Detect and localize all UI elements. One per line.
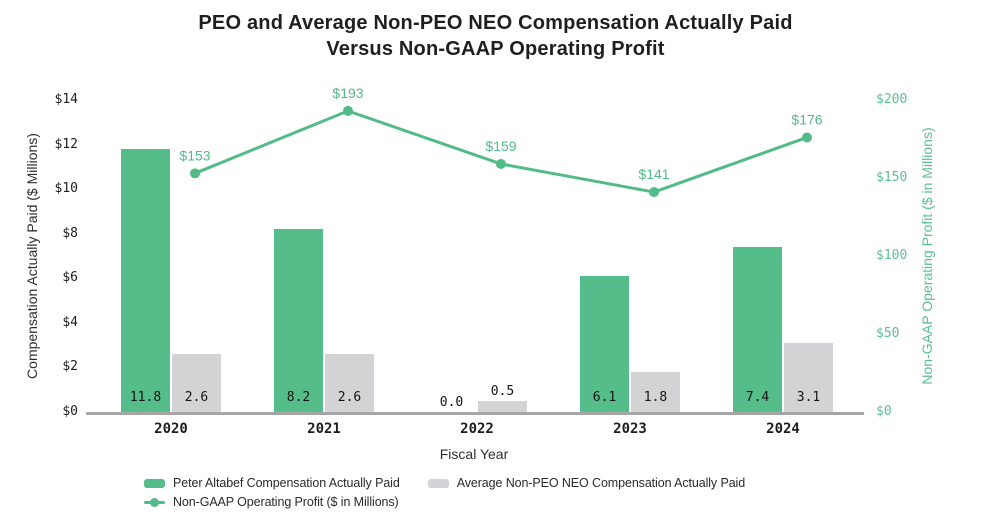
right-axis-tick: $100 bbox=[876, 248, 908, 263]
bar-value-label: 3.1 bbox=[796, 390, 821, 405]
line-point-label: $193 bbox=[332, 85, 363, 101]
bar-peo bbox=[121, 149, 170, 412]
line-point bbox=[649, 187, 659, 198]
bar-value-label: 7.4 bbox=[745, 390, 770, 405]
legend-item-neo-bar: Average Non-PEO NEO Compensation Actuall… bbox=[427, 476, 746, 490]
legend-row-2: Non-GAAP Operating Profit ($ in Millions… bbox=[144, 494, 399, 510]
line-point-label: $141 bbox=[638, 166, 669, 182]
x-axis-title: Fiscal Year bbox=[439, 446, 509, 462]
bar-peo bbox=[580, 276, 629, 412]
bar-peo bbox=[274, 229, 323, 412]
left-axis-title: Compensation Actually Paid ($ Millions) bbox=[24, 133, 40, 379]
x-axis-label: 2020 bbox=[154, 421, 188, 437]
left-axis-tick: $2 bbox=[62, 359, 78, 375]
bar-neo bbox=[478, 401, 527, 412]
chart-title: PEO and Average Non-PEO NEO Compensation… bbox=[0, 10, 991, 62]
line-point bbox=[496, 158, 506, 169]
bar-value-label: 2.6 bbox=[337, 390, 362, 405]
line-point-label: $153 bbox=[179, 147, 210, 163]
line-point bbox=[343, 105, 353, 116]
right-axis-tick: $50 bbox=[876, 326, 900, 341]
neo-bar-swatch-icon bbox=[427, 478, 449, 488]
line-point bbox=[802, 132, 812, 143]
line-point-label: $176 bbox=[791, 111, 822, 127]
bar-neo bbox=[631, 372, 680, 412]
x-axis-label: 2021 bbox=[307, 421, 341, 437]
bar-value-label: 1.8 bbox=[643, 390, 668, 405]
left-axis-tick: $8 bbox=[62, 225, 78, 241]
legend-label-peo: Peter Altabef Compensation Actually Paid bbox=[173, 476, 400, 490]
legend-label-neo: Average Non-PEO NEO Compensation Actuall… bbox=[456, 476, 746, 490]
plot-area: 11.8 8.2 0.0 6.1 7.4 2.6 2.6 0.5 1.8 3.1 $153 $193… bbox=[86, 85, 864, 415]
bar-neo bbox=[784, 343, 833, 412]
line-series: $153 $193 $159 $141 $176 bbox=[179, 85, 823, 198]
x-axis-line bbox=[86, 412, 864, 415]
peo-bar-swatch-icon bbox=[144, 478, 165, 488]
bar-value-label: 0.0 bbox=[439, 395, 464, 410]
x-axis-label: 2023 bbox=[613, 421, 647, 437]
bar-value-label: 11.8 bbox=[129, 390, 162, 405]
bar-value-label: 6.1 bbox=[592, 390, 617, 405]
legend-item-profit-line: Non-GAAP Operating Profit ($ in Millions… bbox=[144, 495, 399, 509]
bar-value-label: 8.2 bbox=[286, 390, 311, 405]
legend-item-peo-bar: Peter Altabef Compensation Actually Paid bbox=[144, 476, 400, 490]
chart-title-line2: Versus Non-GAAP Operating Profit bbox=[326, 38, 665, 60]
right-axis-tick: $200 bbox=[876, 92, 908, 107]
right-axis-tick: $150 bbox=[876, 170, 908, 185]
bar-neo bbox=[172, 354, 221, 412]
bar-value-label: 0.5 bbox=[490, 384, 515, 399]
left-axis-tick: $12 bbox=[54, 136, 78, 152]
bar-neo bbox=[325, 354, 374, 412]
legend-label-profit: Non-GAAP Operating Profit ($ in Millions… bbox=[173, 495, 399, 509]
x-axis-label: 2022 bbox=[460, 421, 494, 437]
bar-value-label: 2.6 bbox=[184, 390, 209, 405]
legend-row-1: Peter Altabef Compensation Actually Paid… bbox=[144, 475, 745, 491]
chart-title-line1: PEO and Average Non-PEO NEO Compensation… bbox=[198, 12, 793, 34]
line-dot-swatch-icon bbox=[144, 497, 165, 507]
left-axis-tick: $4 bbox=[62, 314, 78, 330]
right-axis-tick: $0 bbox=[876, 404, 892, 419]
left-axis-tick: $14 bbox=[54, 92, 78, 107]
left-axis-tick: $10 bbox=[54, 181, 78, 197]
line-point-label: $159 bbox=[485, 138, 516, 154]
x-axis-label: 2024 bbox=[766, 421, 800, 437]
line-point bbox=[190, 168, 200, 179]
bar-peo bbox=[733, 247, 782, 412]
left-axis-tick: $0 bbox=[62, 404, 78, 419]
left-axis-tick: $6 bbox=[62, 270, 78, 286]
